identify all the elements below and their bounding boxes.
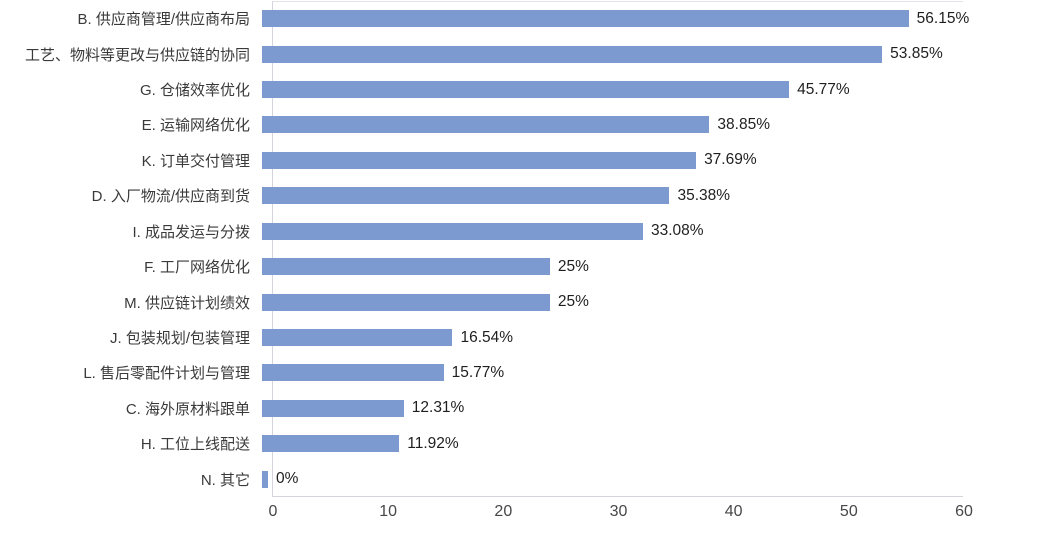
value-label: 35.38% (677, 186, 731, 204)
category-label: 工艺、物料等更改与供应链的协同 (24, 46, 250, 64)
value-label: 25% (557, 257, 589, 275)
value-label: 16.54% (460, 328, 514, 346)
bar-track: 33.08% (261, 214, 1056, 249)
bar (262, 45, 883, 63)
bar-track: 38.85% (261, 107, 1056, 142)
bar-rows: B. 供应商管理/供应商布局 56.15% 工艺、物料等更改与供应链的协同 53.85… (0, 1, 1056, 497)
x-axis-tick-label: 50 (839, 503, 858, 520)
category-label: E. 运输网络优化 (141, 117, 250, 135)
bar (262, 329, 453, 346)
category-label: G. 仓储效率优化 (139, 82, 250, 100)
category-label: H. 工位上线配送 (140, 436, 250, 454)
bar (262, 293, 550, 311)
x-axis-tick-label: 60 (955, 503, 973, 520)
plot-area (272, 1, 963, 497)
x-axis: 0 10 20 30 40 50 60 (0, 503, 1056, 529)
value-label: 45.77% (797, 80, 850, 98)
bar (262, 116, 710, 134)
bar-row: F. 工厂网络优化 25% (0, 249, 1056, 284)
bar (262, 10, 909, 28)
bar-row: I. 成品发运与分拨 33.08% (0, 214, 1056, 249)
x-axis-tick-label: 30 (609, 503, 628, 520)
bar-row: L. 售后零配件计划与管理 15.77% (0, 355, 1056, 390)
bar-track: 45.77% (261, 72, 1056, 107)
bar-row: D. 入厂物流/供应商到货 35.38% (0, 178, 1056, 213)
bar-row: E. 运输网络优化 38.85% (0, 107, 1056, 142)
bar (262, 222, 643, 240)
value-label: 12.31% (411, 399, 465, 417)
bar-track: 15.77% (261, 355, 1056, 390)
value-label: 11.92% (407, 434, 459, 452)
bar (262, 364, 444, 382)
bar (262, 81, 790, 99)
category-label: N. 其它 (200, 471, 250, 489)
bar-track: 53.85% (261, 36, 1056, 71)
bar-row: B. 供应商管理/供应商布局 56.15% (0, 1, 1056, 36)
bar-row: H. 工位上线配送 11.92% (0, 426, 1056, 461)
value-label: 15.77% (451, 363, 505, 381)
bar-track: 25% (261, 284, 1056, 319)
value-label: 53.85% (890, 45, 943, 63)
value-label: 38.85% (717, 115, 770, 133)
bar-row: K. 订单交付管理 37.69% (0, 143, 1056, 178)
category-label: B. 供应商管理/供应商布局 (77, 11, 250, 29)
x-axis-tick-label: 20 (494, 503, 513, 520)
bar-row: J. 包装规划/包装管理 16.54% (0, 320, 1056, 355)
category-label: I. 成品发运与分拨 (132, 223, 250, 241)
bar-track: 12.31% (261, 391, 1056, 426)
x-axis-tick-label: 10 (379, 503, 398, 520)
bar (262, 470, 268, 488)
category-label: M. 供应链计划绩效 (124, 294, 250, 312)
x-axis-tick-label: 0 (268, 503, 278, 520)
bar (262, 435, 400, 453)
value-label: 0% (276, 470, 299, 488)
bar (262, 399, 404, 417)
value-label: 33.08% (650, 222, 704, 240)
bar-track: 11.92% (261, 426, 1056, 461)
bar-track: 35.38% (261, 178, 1056, 213)
bar-track: 16.54% (261, 320, 1056, 355)
value-label: 56.15% (916, 9, 970, 27)
bar-track: 0% (261, 461, 1056, 496)
bar (262, 258, 550, 276)
category-label: C. 海外原材料跟单 (125, 400, 250, 418)
category-label: K. 订单交付管理 (141, 152, 250, 170)
bar-row: N. 其它 0% (0, 461, 1056, 496)
x-axis-tick-label: 40 (724, 503, 743, 520)
bar-track: 37.69% (261, 143, 1056, 178)
bar (262, 187, 670, 205)
category-label: L. 售后零配件计划与管理 (83, 365, 250, 383)
bar (262, 151, 697, 169)
category-label: D. 入厂物流/供应商到货 (91, 188, 250, 206)
bar-row: G. 仓储效率优化 45.77% (0, 72, 1056, 107)
bar-row: C. 海外原材料跟单 12.31% (0, 391, 1056, 426)
value-label: 25% (557, 293, 589, 311)
bar-row: 工艺、物料等更改与供应链的协同 53.85% (0, 36, 1056, 71)
bar-track: 56.15% (261, 1, 1056, 36)
category-label: J. 包装规划/包装管理 (109, 330, 250, 347)
value-label: 37.69% (704, 151, 757, 169)
bar-track: 25% (261, 249, 1056, 284)
bar-row: M. 供应链计划绩效 25% (0, 284, 1056, 319)
category-label: F. 工厂网络优化 (144, 259, 250, 277)
